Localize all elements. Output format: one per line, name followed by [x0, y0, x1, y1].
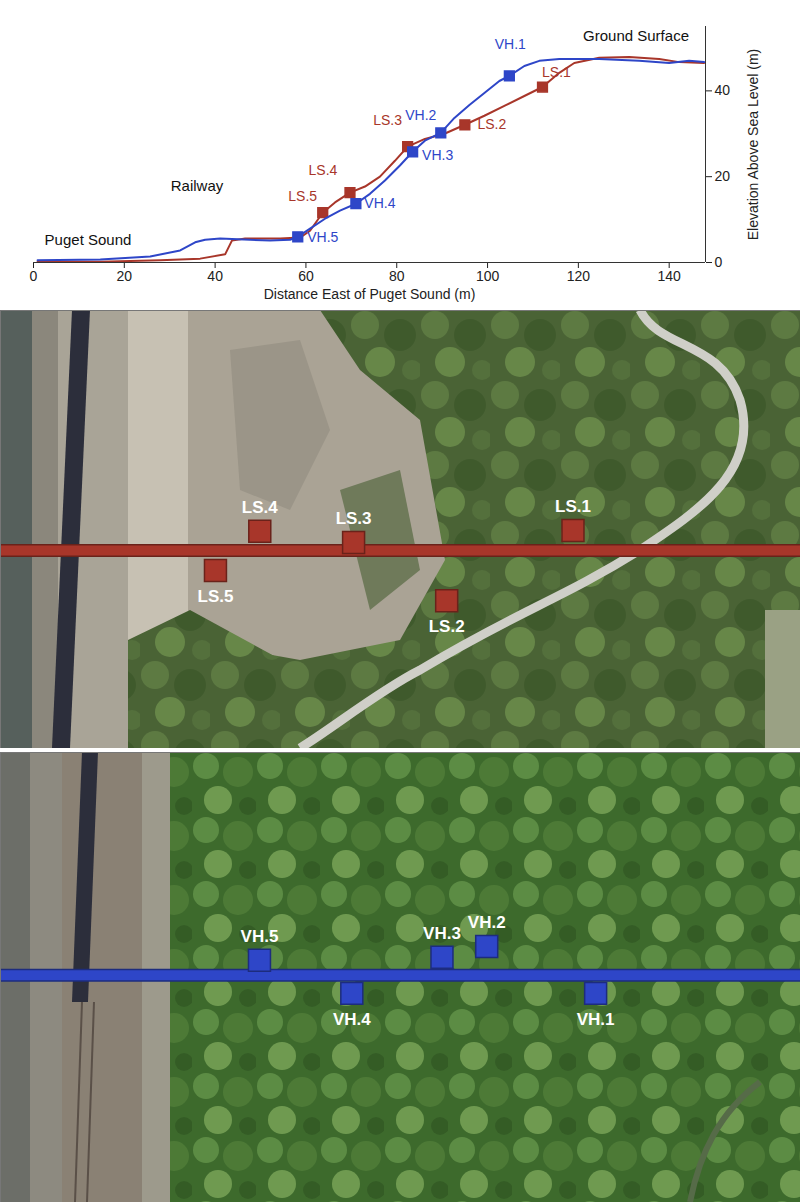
- svg-text:40: 40: [207, 268, 223, 284]
- svg-text:Railway: Railway: [171, 176, 224, 193]
- svg-text:Puget Sound: Puget Sound: [45, 231, 132, 248]
- svg-text:VH.4: VH.4: [364, 195, 395, 211]
- svg-text:140: 140: [657, 268, 681, 284]
- svg-text:VH.1: VH.1: [577, 1010, 615, 1029]
- svg-text:LS.4: LS.4: [309, 162, 338, 178]
- svg-text:0: 0: [715, 254, 723, 270]
- svg-text:20: 20: [117, 268, 133, 284]
- svg-text:VH.2: VH.2: [405, 107, 436, 123]
- svg-text:VH.3: VH.3: [422, 147, 453, 163]
- svg-text:60: 60: [298, 268, 314, 284]
- svg-text:LS.5: LS.5: [198, 587, 234, 606]
- svg-text:LS.3: LS.3: [373, 112, 402, 128]
- svg-text:VH.4: VH.4: [333, 1010, 371, 1029]
- svg-text:LS.3: LS.3: [336, 509, 372, 528]
- svg-text:LS.2: LS.2: [477, 116, 506, 132]
- svg-text:80: 80: [389, 268, 405, 284]
- svg-text:0: 0: [30, 268, 38, 284]
- svg-text:VH.1: VH.1: [495, 36, 526, 52]
- svg-text:VH.5: VH.5: [307, 229, 338, 245]
- svg-text:LS.2: LS.2: [429, 617, 465, 636]
- svg-text:VH.3: VH.3: [423, 924, 461, 943]
- svg-text:20: 20: [715, 168, 731, 184]
- svg-text:LS.4: LS.4: [242, 498, 278, 517]
- svg-text:Distance East of Puget Sound (: Distance East of Puget Sound (m): [264, 286, 476, 302]
- svg-text:40: 40: [715, 82, 731, 98]
- svg-text:100: 100: [476, 268, 500, 284]
- svg-text:LS.1: LS.1: [542, 64, 571, 80]
- svg-text:VH.2: VH.2: [468, 913, 506, 932]
- svg-text:Elevation Above Sea Level (m): Elevation Above Sea Level (m): [745, 49, 761, 240]
- svg-text:Ground Surface: Ground Surface: [583, 27, 689, 44]
- svg-text:LS.5: LS.5: [288, 188, 317, 204]
- svg-text:120: 120: [567, 268, 591, 284]
- svg-text:LS.1: LS.1: [555, 497, 591, 516]
- svg-text:VH.5: VH.5: [241, 927, 279, 946]
